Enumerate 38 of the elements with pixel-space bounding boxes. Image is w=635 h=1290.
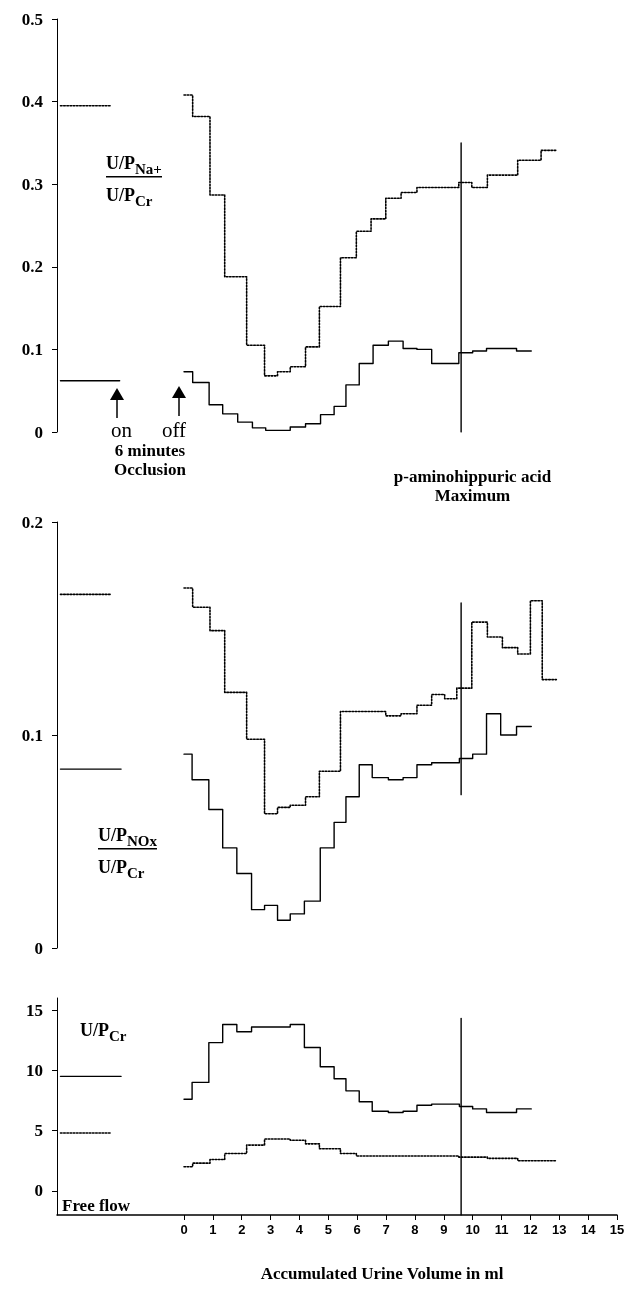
text: 6 minutes Occlusion bbox=[113, 441, 187, 480]
x-tick-label: 11 bbox=[494, 1222, 509, 1237]
y-tick-label: 0.1 bbox=[21, 725, 43, 745]
x-tick-label: 1 bbox=[209, 1222, 217, 1237]
x-tick-label: 14 bbox=[580, 1222, 597, 1237]
x-tick-label: 12 bbox=[523, 1222, 538, 1237]
x-tick-label: 2 bbox=[238, 1222, 246, 1237]
y-tick-label: 15 bbox=[26, 1000, 43, 1020]
y-axis-title: U/P$_{Cr}$ bbox=[80, 1019, 127, 1046]
y-tick-label: 0.1 bbox=[21, 339, 43, 359]
y-tick-label: 10 bbox=[26, 1060, 43, 1080]
y-tick-label: 0 bbox=[34, 422, 43, 442]
x-axis-title: Accumulated Urine Volume in ml bbox=[260, 1264, 504, 1283]
x-tick-label: 7 bbox=[382, 1222, 390, 1237]
text: p-aminohippuric acid Maximum bbox=[392, 467, 553, 506]
x-tick-label: 4 bbox=[295, 1222, 304, 1237]
x-tick-label: 8 bbox=[411, 1222, 419, 1237]
y-tick-label: 0 bbox=[34, 1181, 43, 1201]
x-tick-label: 5 bbox=[324, 1222, 332, 1237]
y-tick-label: 0.3 bbox=[21, 174, 43, 194]
annotation: on bbox=[111, 418, 132, 443]
y-tick-label: 0.2 bbox=[21, 512, 43, 532]
y-axis-title: U/P$_{NOx}$ U/P$_{Cr}$ bbox=[98, 822, 157, 886]
y-tick-label: 5 bbox=[34, 1121, 43, 1141]
x-tick-label: 3 bbox=[266, 1222, 275, 1237]
annotation: off bbox=[162, 418, 187, 443]
x-tick-label: 9 bbox=[440, 1222, 448, 1237]
x-tick-label: 10 bbox=[465, 1222, 480, 1237]
y-tick-label: 0.2 bbox=[21, 257, 43, 277]
x-tick-label: 0 bbox=[180, 1222, 188, 1237]
y-tick-label: 0 bbox=[34, 938, 43, 958]
y-tick-label: 0.4 bbox=[21, 92, 44, 112]
x-tick-label: 6 bbox=[353, 1222, 361, 1237]
y-axis-title: U/P$_{Na+}$ U/P$_{Cr}$ bbox=[106, 150, 162, 214]
annotation: Free flow bbox=[62, 1196, 131, 1216]
y-tick-label: 0.5 bbox=[21, 9, 43, 29]
x-tick-label: 15 bbox=[609, 1222, 625, 1237]
x-tick-label: 13 bbox=[552, 1222, 567, 1237]
